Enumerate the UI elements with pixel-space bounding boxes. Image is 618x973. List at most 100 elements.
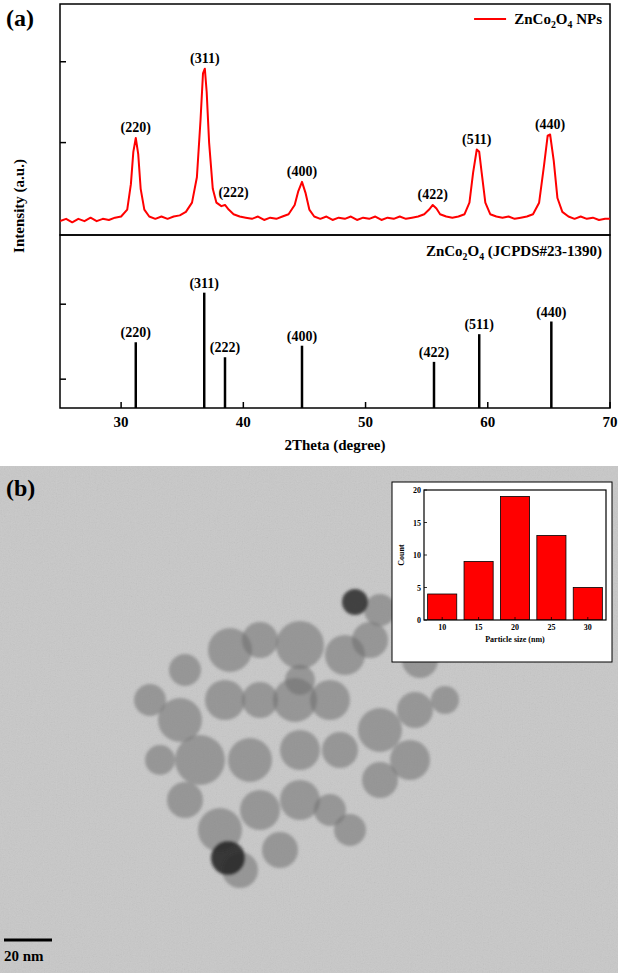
plot-frame — [60, 4, 610, 235]
particle — [262, 832, 298, 868]
peak-label: (440) — [535, 117, 566, 133]
particle — [242, 682, 278, 718]
y-tick — [60, 142, 66, 144]
particle — [334, 814, 366, 846]
x-tick-label: 25 — [547, 623, 555, 632]
y-tick — [60, 303, 66, 305]
peak-label: (400) — [287, 164, 318, 180]
x-tick — [551, 617, 552, 620]
stick-label: (222) — [210, 340, 241, 356]
stick-label: (311) — [189, 276, 219, 292]
figure: (a) (220) (311) (222) (400) (422) (511) (440) Zn… — [0, 0, 618, 973]
x-tick — [478, 617, 479, 620]
particle — [362, 762, 398, 798]
particle — [285, 665, 315, 695]
particle — [397, 692, 433, 728]
plot-frame — [424, 490, 606, 620]
y-tick — [60, 61, 66, 63]
inset-box — [392, 482, 612, 662]
text-run: ZnCo — [426, 243, 463, 259]
reference-stick — [550, 322, 553, 409]
text-run: O — [556, 11, 568, 27]
y-tick — [424, 490, 427, 491]
plot-area — [136, 293, 552, 408]
text-run: ZnCo — [514, 11, 551, 27]
particle — [169, 654, 201, 686]
reference-stick — [203, 293, 206, 408]
stick-label: (440) — [536, 305, 567, 321]
particle — [431, 686, 459, 714]
particle-dark — [342, 589, 368, 615]
x-tick — [365, 402, 367, 408]
x-tick-label: 10 — [438, 623, 446, 632]
y-tick — [424, 522, 427, 523]
tem-background — [0, 466, 618, 973]
x-tick — [120, 402, 122, 408]
reference-title: ZnCo2O4 (JCPDS#23-1390) — [426, 243, 602, 262]
y-tick-label: 10 — [413, 551, 421, 560]
plot-area — [428, 497, 603, 621]
particle — [175, 735, 225, 785]
stick-label: (511) — [464, 317, 494, 333]
scale-bar-label: 20 nm — [4, 948, 44, 964]
histogram-bar — [500, 497, 529, 621]
y-axis-title: Count — [397, 544, 406, 566]
particle — [322, 732, 358, 768]
y-tick-label: 5 — [417, 584, 421, 593]
particle — [276, 621, 324, 669]
peak-label: (422) — [418, 187, 449, 203]
x-tick-label: 30 — [584, 623, 592, 632]
y-tick — [424, 620, 427, 621]
xrd-measured — [60, 4, 610, 235]
x-tick-label: 70 — [603, 414, 618, 430]
legend-swatch — [474, 18, 506, 20]
histogram-bar — [573, 588, 602, 621]
particle — [134, 684, 166, 716]
stick-label: (220) — [121, 325, 152, 341]
particle — [358, 708, 402, 752]
histogram-bar — [428, 594, 457, 620]
reference-stick — [301, 346, 304, 408]
particle — [145, 745, 175, 775]
x-tick-label: 20 — [511, 623, 519, 632]
x-tick — [243, 402, 245, 408]
x-axis-title: 2Theta (degree) — [285, 437, 386, 454]
peak-label: (220) — [121, 120, 152, 136]
panel-label: (a) — [6, 5, 34, 31]
x-tick — [487, 402, 489, 408]
y-tick — [60, 378, 66, 380]
text-run: (JCPDS#23-1390) — [484, 243, 602, 260]
particle — [280, 730, 320, 770]
text-run: O — [468, 243, 480, 259]
x-tick — [587, 617, 588, 620]
x-tick-label: 15 — [475, 623, 483, 632]
x-tick — [442, 617, 443, 620]
tem-grain — [0, 466, 618, 973]
y-tick-label: 20 — [413, 486, 421, 495]
x-tick-label: 60 — [480, 414, 495, 430]
size-histogram — [392, 482, 612, 662]
histogram-bar — [537, 536, 566, 621]
peak-label: (311) — [190, 51, 220, 67]
tem-image — [0, 466, 618, 973]
reference-stick — [478, 334, 481, 408]
plot-area — [60, 69, 610, 223]
particle — [167, 782, 203, 818]
particle — [352, 622, 388, 658]
text-run: NPs — [572, 11, 602, 27]
particle — [242, 622, 278, 658]
peak-label: (222) — [218, 185, 249, 201]
legend-label: ZnCo2O4 NPs — [514, 11, 602, 30]
y-tick-label: 15 — [413, 519, 421, 528]
particle — [364, 594, 396, 626]
panel-label: (b) — [6, 475, 35, 501]
x-tick-label: 30 — [114, 414, 129, 430]
stick-label: (422) — [419, 345, 450, 361]
stick-label: (400) — [287, 329, 318, 345]
x-tick — [609, 402, 611, 408]
y-tick — [424, 555, 427, 556]
particle-dark — [211, 841, 245, 875]
xrd-reference — [60, 235, 610, 408]
x-tick — [515, 617, 516, 620]
y-axis-title: Intensity (a.u.) — [11, 159, 28, 253]
